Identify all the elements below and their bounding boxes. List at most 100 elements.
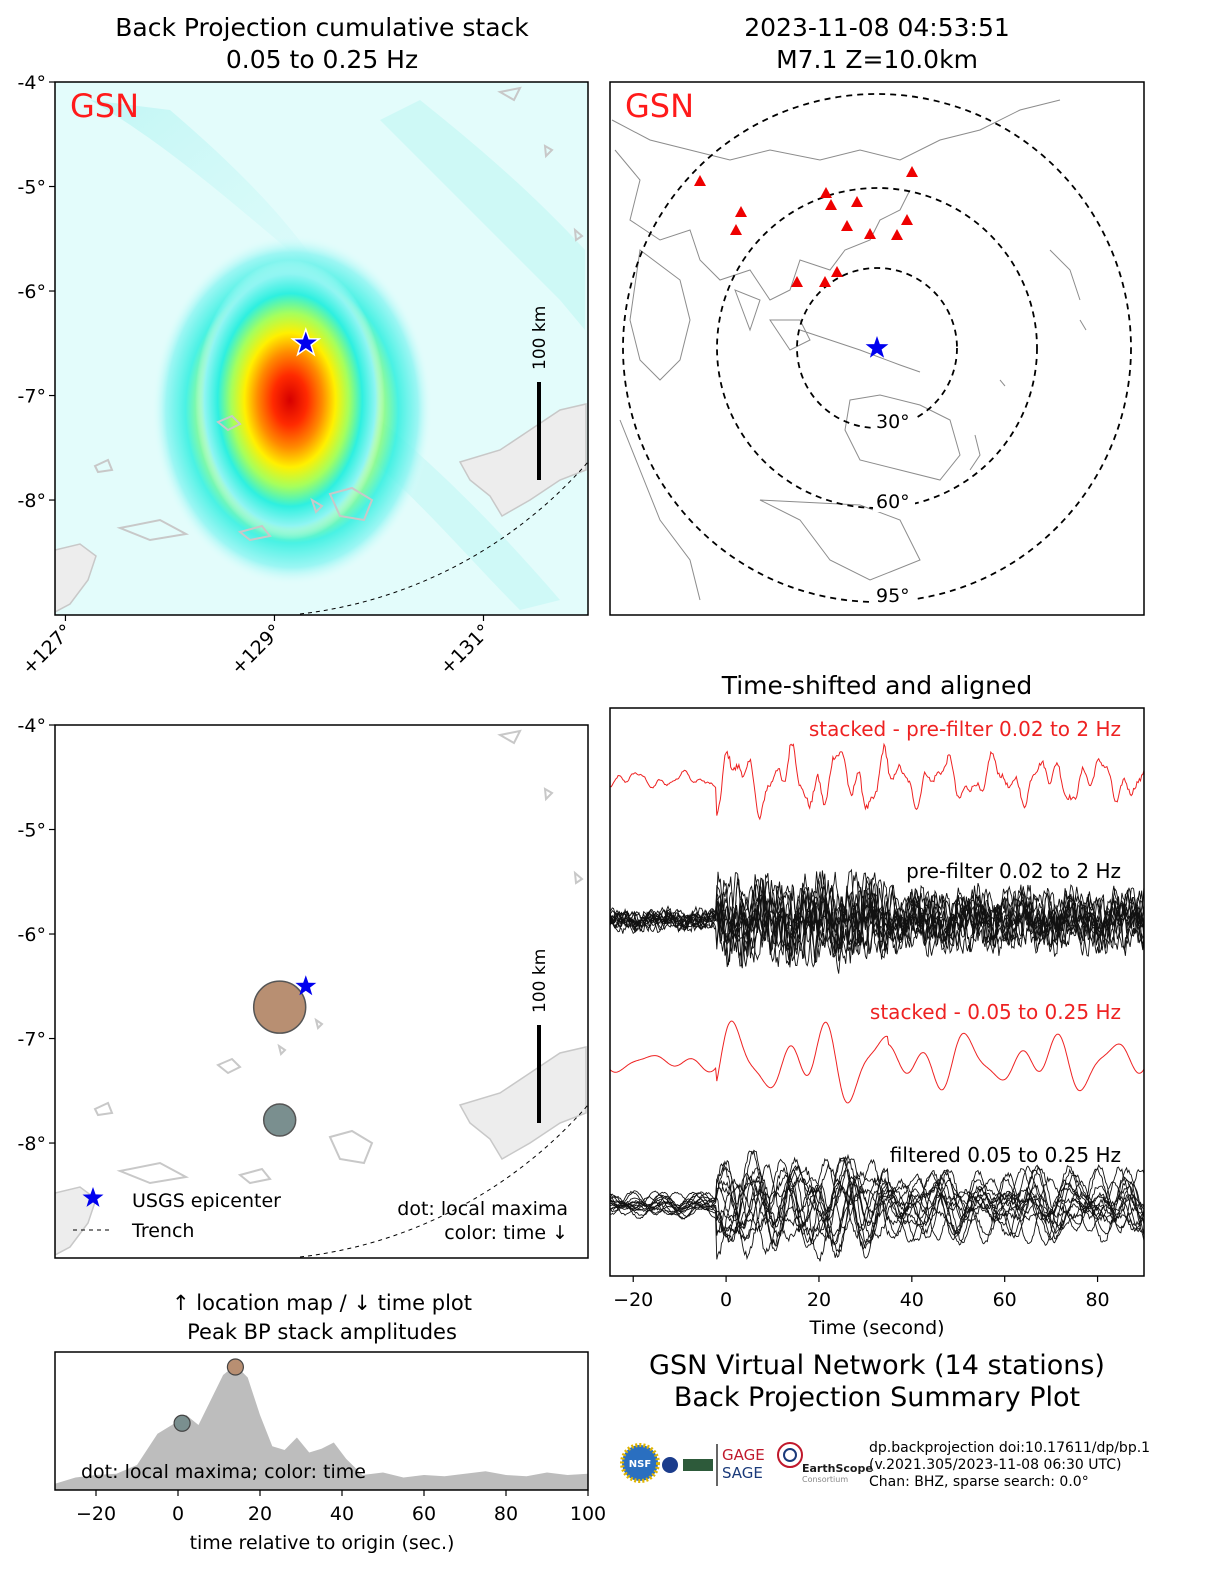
- broadband-trace: [610, 872, 1144, 968]
- lm-map-y-axis: -4° -5° -6° -7° -8°: [18, 715, 55, 1155]
- lm-y-tick-label: -8°: [18, 1133, 46, 1155]
- lm-trench-line: [299, 1104, 588, 1258]
- peak-title-line2: Peak BP stack amplitudes: [187, 1320, 457, 1344]
- stacked-filtered-trace: [610, 1020, 1144, 1104]
- ring-60: [716, 187, 1038, 509]
- ring-label-95: 95°: [873, 584, 915, 607]
- traces-x-tick-label: 40: [900, 1289, 924, 1311]
- logo-strip: NSF GAGE SAGE EarthScope Consortium: [620, 1442, 873, 1486]
- usgs-logo: [683, 1459, 713, 1471]
- aligned-traces-panel: Time-shifted and aligned stacked - pre-f…: [609, 671, 1145, 1339]
- bp-map-x-axis: +127° +129° +131°: [18, 615, 495, 679]
- filtered-trace: [610, 1153, 1144, 1246]
- station-triangle: [891, 229, 903, 240]
- filtered-trace: [610, 1165, 1144, 1256]
- lm-island-east: [458, 1046, 587, 1161]
- lm-maxima-point: [262, 1103, 297, 1137]
- svg-text:NSF: NSF: [629, 1459, 651, 1470]
- credits-line1: dp.backprojection doi:10.17611/dp/bp.1: [869, 1440, 1150, 1456]
- peak-maxima-dot: [226, 1358, 244, 1376]
- station-triangle: [906, 166, 918, 177]
- globe-frame: [609, 81, 1145, 616]
- svg-text:60°: 60°: [876, 491, 910, 513]
- station-triangle: [820, 187, 832, 198]
- lm-y-tick-label: -5°: [18, 820, 46, 842]
- credits-line2: (v.2021.305/2023-11-08 06:30 UTC): [869, 1457, 1121, 1473]
- peak-maxima-dots: [173, 1358, 244, 1432]
- broadband-trace: [610, 881, 1144, 964]
- filtered-trace: [610, 1156, 1144, 1246]
- peak-note: dot: local maxima; color: time: [81, 1461, 366, 1483]
- svg-text:30°: 30°: [876, 411, 910, 433]
- bp-map-title: Back Projection cumulative stack: [115, 13, 529, 42]
- peak-amplitude-panel: ↑ location map / ↓ time plot Peak BP sta…: [54, 1291, 606, 1554]
- earthscope-logo: EarthScope Consortium: [777, 1442, 873, 1484]
- peak-x-tick-label: 40: [330, 1503, 354, 1525]
- bp-y-tick-label: -4°: [18, 72, 46, 94]
- station-triangle: [841, 220, 853, 231]
- traces-title: Time-shifted and aligned: [721, 671, 1033, 700]
- svg-text:95°: 95°: [876, 585, 910, 607]
- station-triangle: [819, 276, 831, 287]
- nsf-logo: NSF: [620, 1443, 660, 1483]
- bp-scale-label: 100 km: [530, 306, 550, 370]
- label-stacked-broad: stacked - pre-filter 0.02 to 2 Hz: [809, 717, 1121, 741]
- filtered-trace: [610, 1158, 1144, 1245]
- station-triangle: [864, 228, 876, 239]
- bp-x-tick-label: +129°: [227, 620, 286, 679]
- peak-x-tick-label: 80: [494, 1503, 518, 1525]
- globe-epicenter-star: [865, 336, 889, 358]
- bp-island-west: [55, 543, 97, 613]
- summary-line2: Back Projection Summary Plot: [674, 1382, 1080, 1413]
- bp-y-tick-label: -7°: [18, 386, 46, 408]
- bp-streak-right: [380, 100, 585, 330]
- filtered-trace: [610, 1149, 1144, 1259]
- traces-frame: [609, 707, 1145, 1277]
- legend-epicenter-marker: [82, 1187, 104, 1207]
- sage-logo: SAGE: [722, 1464, 763, 1482]
- station-triangle: [851, 196, 863, 207]
- lm-legend: USGS epicenter Trench: [73, 1187, 281, 1242]
- bp-network-label: GSN: [70, 87, 139, 125]
- lm-epicenter-star: [295, 975, 317, 996]
- filtered-trace: [610, 1159, 1144, 1261]
- traces-x-axis: −20 0 20 40 60 80: [613, 1276, 1110, 1311]
- lm-note-line2: color: time ↓: [444, 1222, 568, 1244]
- lm-y-tick-label: -7°: [18, 1029, 46, 1051]
- lm-scale-label: 100 km: [530, 949, 550, 1013]
- legend-epicenter-label: USGS epicenter: [132, 1190, 281, 1212]
- station-markers: [694, 166, 918, 287]
- filtered-trace: [610, 1157, 1144, 1245]
- peak-amplitude-area: [55, 1365, 588, 1490]
- bp-y-tick-label: -5°: [18, 177, 46, 199]
- traces-x-tick-label: −20: [613, 1289, 653, 1311]
- globe-coastlines: [611, 99, 1087, 601]
- peak-x-tick-label: −20: [76, 1503, 116, 1525]
- gage-logo: GAGE: [722, 1446, 765, 1464]
- legend-trench-label: Trench: [131, 1220, 194, 1242]
- peak-x-axis: −20 0 20 40 60 80 100: [76, 1490, 606, 1525]
- ring-label-60: 60°: [873, 490, 915, 513]
- filtered-trace: [610, 1165, 1144, 1262]
- bp-map-subtitle: 0.05 to 0.25 Hz: [226, 45, 418, 74]
- lm-y-tick-label: -4°: [18, 715, 46, 737]
- peak-title-line1: ↑ location map / ↓ time plot: [172, 1291, 472, 1315]
- station-triangle: [791, 276, 803, 287]
- traces-x-tick-label: 20: [807, 1289, 831, 1311]
- peak-x-tick-label: 100: [570, 1503, 606, 1525]
- peak-x-tick-label: 20: [248, 1503, 272, 1525]
- filtered-trace: [610, 1158, 1144, 1245]
- svg-text:Consortium: Consortium: [802, 1475, 848, 1484]
- svg-text:EarthScope: EarthScope: [802, 1462, 873, 1475]
- lm-maxima-point: [252, 980, 307, 1034]
- nasa-logo: [662, 1457, 678, 1473]
- bp-x-tick-label: +127°: [18, 620, 77, 679]
- peak-xlabel: time relative to origin (sec.): [190, 1532, 455, 1554]
- bp-map-frame: [54, 81, 589, 616]
- backprojection-map-panel: Back Projection cumulative stack 0.05 to…: [18, 13, 589, 679]
- station-triangle: [730, 224, 742, 235]
- station-triangle: [901, 214, 913, 225]
- traces-x-tick-label: 60: [993, 1289, 1017, 1311]
- bp-map-y-axis: -4° -5° -6° -7° -8°: [18, 72, 55, 512]
